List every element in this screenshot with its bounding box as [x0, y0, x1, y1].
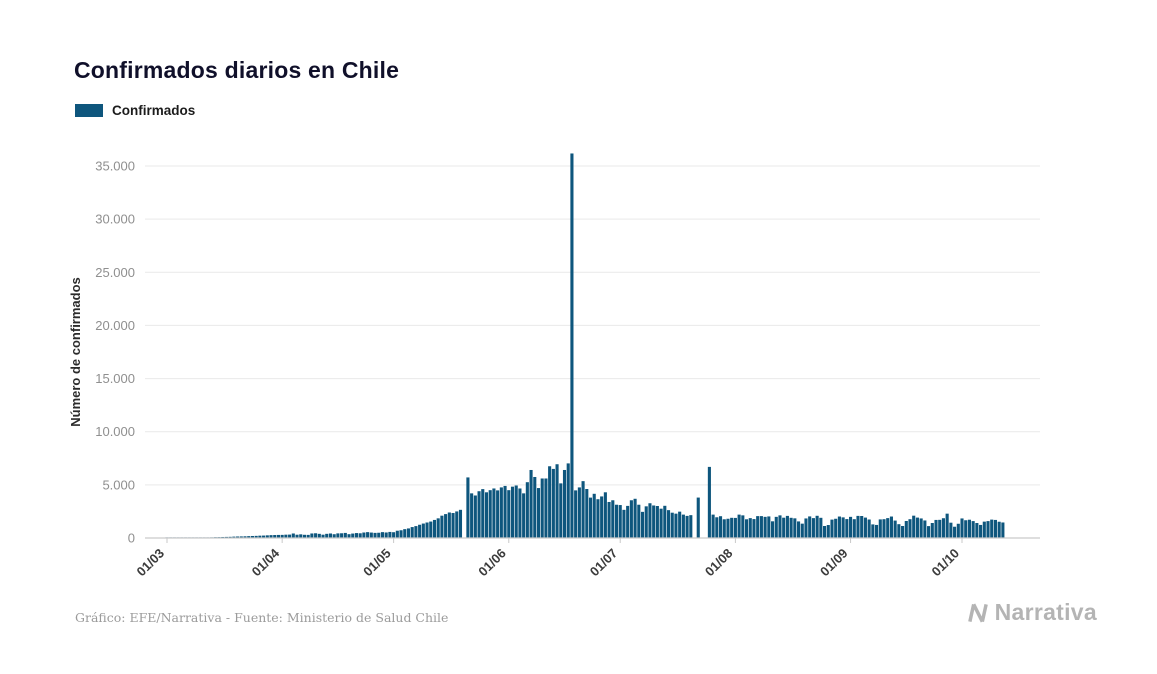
svg-text:01/08: 01/08 [702, 546, 736, 580]
svg-text:01/04: 01/04 [249, 545, 283, 579]
narrativa-logo: Narrativa [965, 599, 1097, 626]
svg-text:35.000: 35.000 [95, 159, 135, 174]
svg-text:01/10: 01/10 [929, 546, 963, 580]
svg-text:01/06: 01/06 [475, 546, 509, 580]
svg-text:01/05: 01/05 [360, 546, 394, 580]
svg-text:15.000: 15.000 [95, 371, 135, 386]
legend-swatch [75, 104, 103, 117]
page-title: Confirmados diarios en Chile [74, 57, 400, 84]
narrativa-icon [967, 603, 988, 622]
svg-text:30.000: 30.000 [95, 212, 135, 227]
svg-text:01/09: 01/09 [817, 546, 851, 580]
legend: Confirmados [75, 103, 195, 118]
svg-text:0: 0 [128, 531, 135, 546]
svg-text:10.000: 10.000 [95, 424, 135, 439]
narrativa-wordmark: Narrativa [994, 599, 1097, 625]
svg-text:01/03: 01/03 [134, 546, 168, 580]
svg-text:5.000: 5.000 [102, 477, 135, 492]
bar-chart: 0 5.000 10.000 15.000 20.000 25.000 30.000 35.0… [68, 153, 1040, 580]
legend-label: Confirmados [112, 103, 196, 118]
source-credit: Gráfico: EFE/Narrativa - Fuente: Ministe… [75, 610, 449, 625]
svg-text:25.000: 25.000 [95, 265, 135, 280]
svg-text:Número de confirmados: Número de confirmados [68, 277, 83, 427]
svg-text:01/07: 01/07 [587, 546, 621, 580]
svg-text:20.000: 20.000 [95, 318, 135, 333]
